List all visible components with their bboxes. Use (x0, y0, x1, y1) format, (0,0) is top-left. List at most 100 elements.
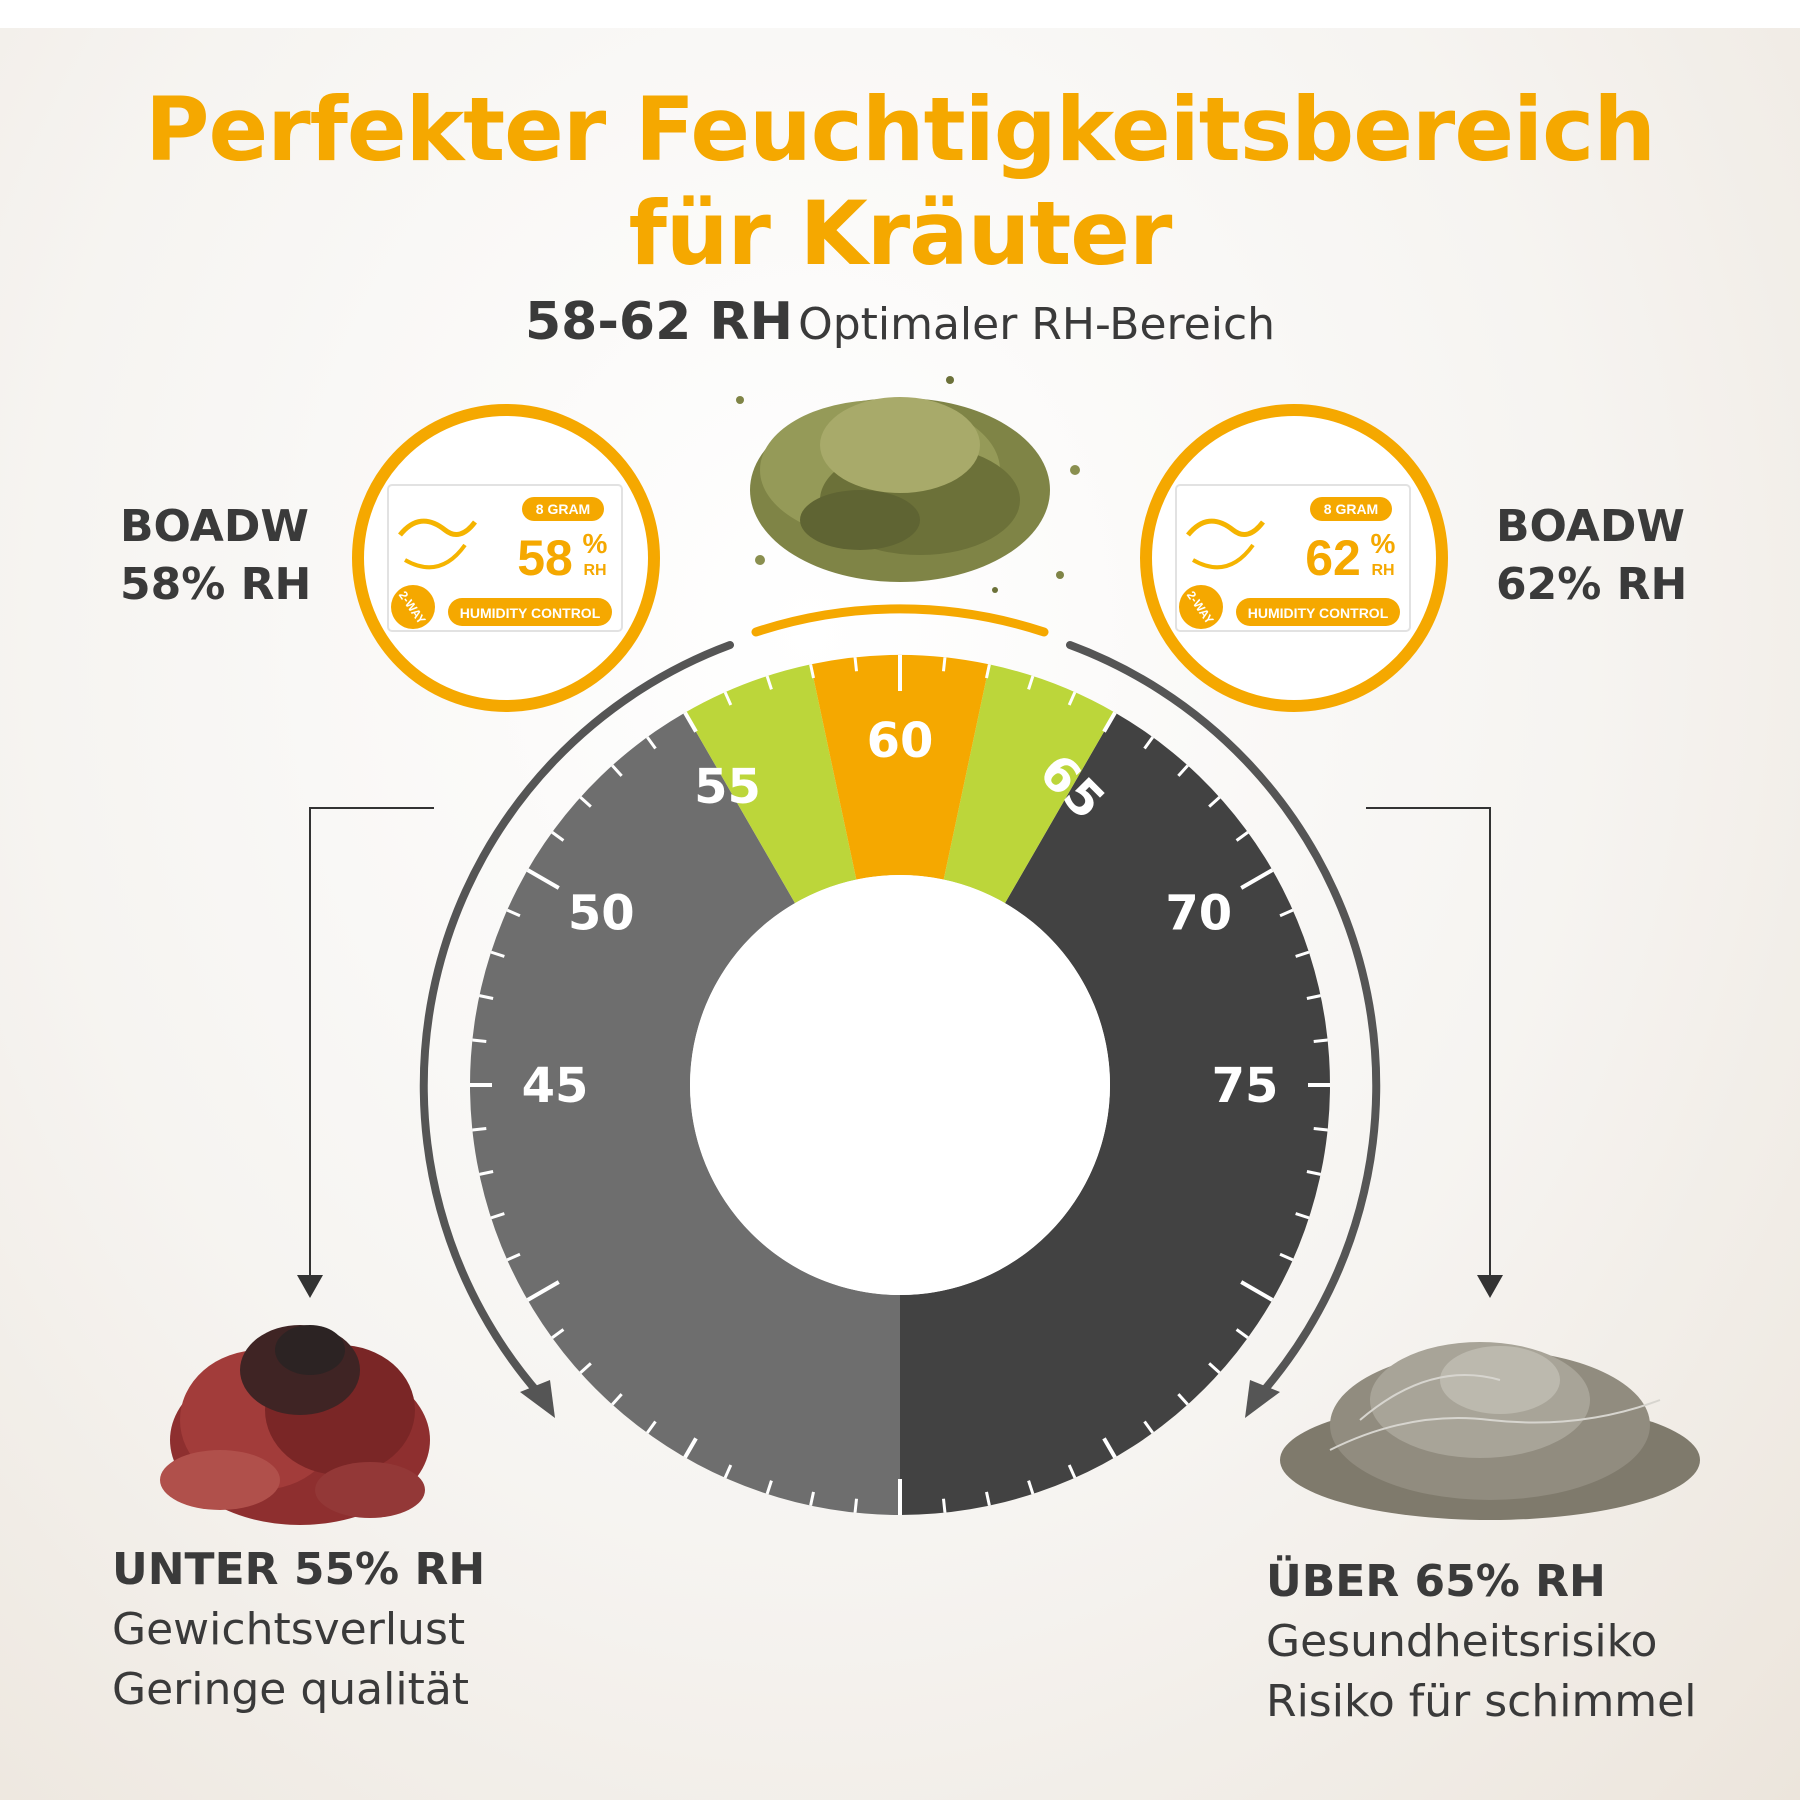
gauge-tick (611, 764, 623, 777)
gauge-tick (646, 1420, 657, 1434)
gauge-tick (765, 1480, 773, 1495)
gauge-tick (1143, 1420, 1154, 1434)
gauge-tick (765, 675, 773, 690)
dried-rose-icon (160, 1325, 430, 1525)
gauge-tick (1313, 1126, 1328, 1132)
right-packet-unit: RH (1371, 562, 1394, 579)
gauge-tick (1027, 1480, 1035, 1495)
right-packet-label: HUMIDITY CONTROL (1248, 605, 1389, 621)
gauge-tick-label: 75 (1212, 1058, 1279, 1114)
right-packet-weight: 8 GRAM (1324, 501, 1378, 517)
gauge-tick (551, 831, 565, 842)
left-packet-label: HUMIDITY CONTROL (460, 605, 601, 621)
gauge-tick (1067, 1464, 1077, 1479)
gauge-sector-optimal (810, 655, 990, 880)
left-packet-weight: 8 GRAM (536, 501, 590, 517)
title-line-2: für Kräuter (628, 182, 1173, 285)
gauge-tick (1235, 1328, 1249, 1339)
gauge-tick (1240, 1280, 1274, 1302)
high-humidity-line-2: Risiko für schimmel (1266, 1676, 1697, 1727)
gauge-tick (1295, 1212, 1310, 1220)
gauge-tick-label: 45 (522, 1058, 589, 1114)
gauge-tick (1279, 1252, 1294, 1262)
gauge-tick (1177, 764, 1189, 777)
gauge-tick (579, 796, 592, 808)
gauge-tick (506, 1252, 521, 1262)
low-humidity-note: UNTER 55% RH Gewichtsverlust Geringe qua… (112, 1540, 485, 1720)
left-packet-percent: 58 (517, 530, 573, 586)
high-humidity-line-1: Gesundheitsrisiko (1266, 1616, 1658, 1667)
left-rh: 58% RH (120, 559, 312, 610)
gauge-tick (551, 1328, 565, 1339)
gauge-tick (1102, 1437, 1117, 1459)
right-brand: BOADW (1496, 501, 1685, 552)
right-packet-percent: 62 (1305, 530, 1361, 586)
high-humidity-note: ÜBER 65% RH Gesundheitsrisiko Risiko für… (1266, 1552, 1696, 1732)
left-product-label: BOADW 58% RH (120, 498, 311, 614)
optimal-range-value: 58-62 RH (524, 292, 793, 352)
left-packet-unit: RH (583, 562, 606, 579)
gauge-tick (1208, 796, 1221, 808)
gauge-tick (809, 664, 815, 679)
subtitle: 58-62 RH Optimaler RH-Bereich (0, 292, 1800, 352)
gauge-tick (683, 1437, 698, 1459)
gauge-tick (646, 736, 657, 750)
gauge-tick (526, 1280, 560, 1302)
gauge-tick (472, 1038, 487, 1044)
gauge-sector-acceptable-right (943, 664, 1115, 904)
gauge-sector-acceptable-left (685, 664, 857, 904)
gauge-sector-low (470, 712, 900, 1515)
gauge-tick (1279, 908, 1294, 918)
left-packet-badge: 8 GRAM 58 % RH HUMIDITY CONTROL 2-WAY (352, 404, 660, 712)
optimal-range-label: Optimaler RH-Bereich (798, 299, 1276, 350)
herb-pile-icon (736, 376, 1080, 593)
gauge-center (690, 875, 1110, 1295)
gauge-tick (1313, 1038, 1328, 1044)
gauge-tick (579, 1362, 592, 1374)
gauge-tick (1027, 675, 1035, 690)
title-line-1: Perfekter Feuchtigkeitsbereich (145, 78, 1656, 181)
low-range-arrow-arc (419, 641, 734, 1399)
gauge-tick (941, 657, 947, 672)
low-range-arrowhead (520, 1380, 555, 1418)
gauge-tick (472, 1126, 487, 1132)
low-humidity-line-2: Geringe qualität (112, 1664, 470, 1715)
low-connector (297, 807, 434, 1298)
gauge-tick (1067, 691, 1077, 706)
low-humidity-line-1: Gewichtsverlust (112, 1604, 466, 1655)
gauge-tick (490, 950, 505, 958)
gauge-tick (853, 1498, 859, 1513)
low-humidity-heading: UNTER 55% RH (112, 1544, 486, 1595)
gauge-tick (723, 1464, 733, 1479)
moldy-herb-pile-icon (1280, 1342, 1700, 1520)
right-packet-percent-sign: % (1371, 528, 1396, 559)
gauge-tick (941, 1498, 947, 1513)
gauge-tick (1306, 1170, 1321, 1176)
gauge-tick-label: 55 (694, 759, 761, 815)
gauge-tick (1177, 1393, 1189, 1406)
gauge-tick (611, 1393, 623, 1406)
gauge-tick-label: 60 (867, 713, 934, 769)
gauge-tick-label: 70 (1165, 886, 1232, 942)
gauge-tick (1102, 711, 1117, 733)
left-packet-percent-sign: % (583, 528, 608, 559)
high-connector (1366, 807, 1503, 1298)
right-product-label: BOADW 62% RH (1496, 498, 1687, 614)
right-rh: 62% RH (1496, 559, 1688, 610)
gauge-tick (1295, 950, 1310, 958)
right-packet-badge: 8 GRAM 62 % RH HUMIDITY CONTROL 2-WAY (1140, 404, 1448, 712)
gauge-tick (985, 664, 991, 679)
gauge-tick (490, 1212, 505, 1220)
gauge-tick (479, 1170, 494, 1176)
gauge-ticks (470, 655, 1330, 1515)
gauge-tick (723, 691, 733, 706)
gauge-tick (1306, 994, 1321, 1000)
gauge-tick (1235, 831, 1249, 842)
gauge-tick (479, 994, 494, 1000)
page-title: Perfekter Feuchtigkeitsbereich für Kräut… (0, 78, 1800, 286)
high-range-arrow-arc (1066, 641, 1381, 1399)
gauge-tick (1143, 736, 1154, 750)
left-brand: BOADW (120, 501, 309, 552)
top-strip (0, 0, 1800, 28)
